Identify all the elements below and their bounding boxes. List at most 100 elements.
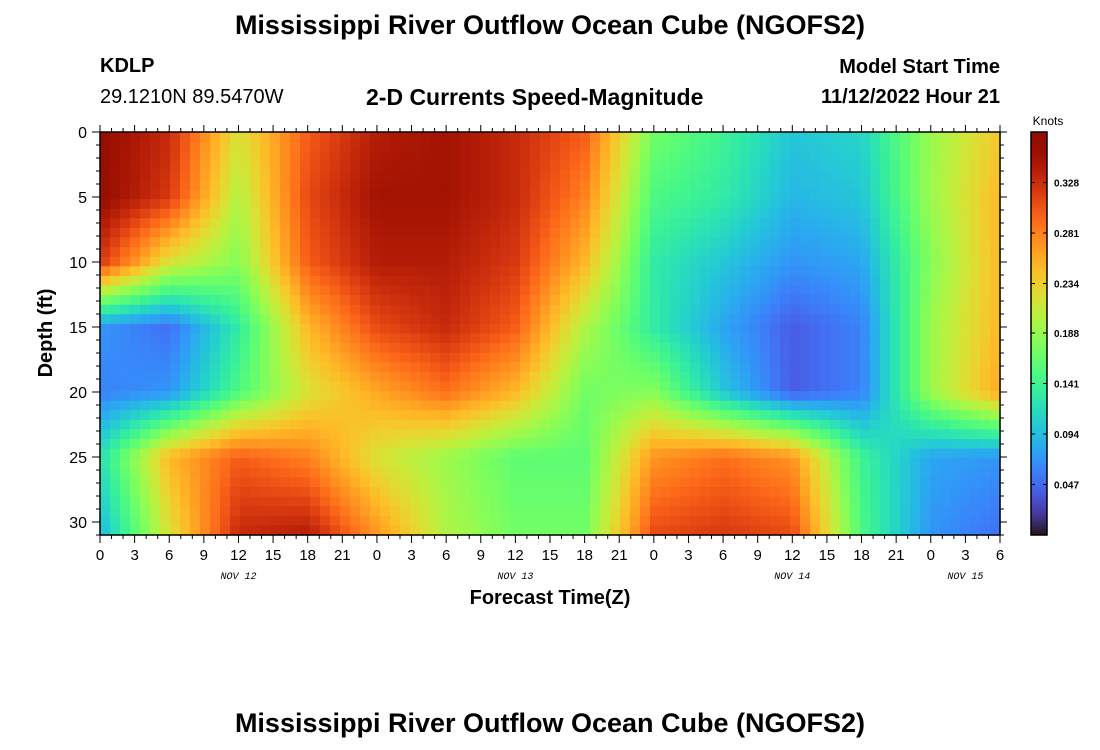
heatmap-cell xyxy=(990,448,1001,459)
heatmap-cell xyxy=(400,343,411,354)
heatmap-cell xyxy=(580,352,591,363)
heatmap-cell xyxy=(110,381,121,392)
heatmap-cell xyxy=(210,343,221,354)
heatmap-cell xyxy=(700,314,711,325)
heatmap-cell xyxy=(740,323,751,335)
heatmap-cell xyxy=(420,362,431,373)
heatmap-cell xyxy=(240,247,251,258)
heatmap-cell xyxy=(120,487,131,498)
heatmap-cell xyxy=(470,151,481,162)
heatmap-cell xyxy=(570,333,581,344)
heatmap-cell xyxy=(940,285,951,296)
heatmap-cell xyxy=(720,189,731,200)
heatmap-cell xyxy=(290,419,301,431)
heatmap-cell xyxy=(820,170,831,181)
heatmap-cell xyxy=(940,275,951,287)
heatmap-cell xyxy=(410,467,421,479)
heatmap-cell xyxy=(840,352,851,363)
heatmap-cell xyxy=(480,410,491,421)
heatmap-cell xyxy=(510,266,521,277)
heatmap-cell xyxy=(510,515,521,527)
heatmap-cell xyxy=(820,391,831,402)
heatmap-cell xyxy=(710,170,721,181)
heatmap-cell xyxy=(480,467,491,479)
heatmap-cell xyxy=(490,285,501,296)
heatmap-cell xyxy=(720,439,731,450)
heatmap-cell xyxy=(600,227,611,239)
heatmap-cell xyxy=(570,304,581,315)
heatmap-cell xyxy=(600,285,611,296)
heatmap-cell xyxy=(650,227,661,239)
heatmap-cell xyxy=(300,515,311,527)
heatmap-cell xyxy=(570,189,581,200)
heatmap-cell xyxy=(400,227,411,239)
heatmap-cell xyxy=(900,439,911,450)
heatmap-cell xyxy=(940,419,951,431)
heatmap-cell xyxy=(860,314,871,325)
heatmap-cell xyxy=(970,448,981,459)
heatmap-cell xyxy=(960,132,971,143)
heatmap-cell xyxy=(450,333,461,344)
heatmap-cell xyxy=(450,218,461,229)
heatmap-cell xyxy=(820,314,831,325)
heatmap-cell xyxy=(590,218,601,229)
heatmap-cell xyxy=(240,304,251,315)
heatmap-cell xyxy=(210,160,221,171)
heatmap-cell xyxy=(630,429,641,440)
heatmap-cell xyxy=(690,285,701,296)
heatmap-cell xyxy=(160,141,171,152)
heatmap-cell xyxy=(230,515,241,527)
heatmap-cell xyxy=(760,391,771,402)
heatmap-cell xyxy=(850,448,861,459)
heatmap-cell xyxy=(210,170,221,181)
heatmap-cell xyxy=(440,496,451,507)
heatmap-cell xyxy=(970,362,981,373)
heatmap-cell xyxy=(540,419,551,431)
heatmap-cell xyxy=(470,391,481,402)
heatmap-cell xyxy=(290,487,301,498)
heatmap-cell xyxy=(800,132,811,143)
heatmap-cell xyxy=(800,247,811,258)
heatmap-cell xyxy=(610,477,621,488)
heatmap-cell xyxy=(990,371,1001,383)
heatmap-cell xyxy=(790,419,801,431)
heatmap-cell xyxy=(190,199,201,210)
heatmap-cell xyxy=(510,314,521,325)
heatmap-cell xyxy=(840,467,851,479)
heatmap-cell xyxy=(760,256,771,267)
heatmap-cell xyxy=(280,247,291,258)
heatmap-cell xyxy=(310,429,321,440)
heatmap-cell xyxy=(920,256,931,267)
heatmap-cell xyxy=(800,256,811,267)
heatmap-cell xyxy=(400,352,411,363)
heatmap-cell xyxy=(670,256,681,267)
heatmap-cell xyxy=(200,218,211,229)
heatmap-cell xyxy=(610,458,621,469)
heatmap-cell xyxy=(800,362,811,373)
heatmap-cell xyxy=(150,496,161,507)
heatmap-cell xyxy=(270,343,281,354)
heatmap-cell xyxy=(370,458,381,469)
heatmap-cell xyxy=(190,343,201,354)
heatmap-cell xyxy=(340,515,351,527)
heatmap-cell xyxy=(600,371,611,383)
heatmap-cell xyxy=(840,419,851,431)
heatmap-cell xyxy=(450,132,461,143)
heatmap-cell xyxy=(780,227,791,239)
heatmap-cell xyxy=(760,458,771,469)
heatmap-cell xyxy=(360,467,371,479)
heatmap-cell xyxy=(830,218,841,229)
heatmap-cell xyxy=(800,391,811,402)
heatmap-cell xyxy=(770,189,781,200)
heatmap-cell xyxy=(460,218,471,229)
heatmap-cell xyxy=(520,429,531,440)
heatmap-cell xyxy=(550,419,561,431)
heatmap-cell xyxy=(110,362,121,373)
heatmap-cell xyxy=(150,487,161,498)
heatmap-cell xyxy=(390,439,401,450)
heatmap-cell xyxy=(930,237,941,248)
heatmap-cell xyxy=(540,525,551,536)
heatmap-cell xyxy=(470,237,481,248)
heatmap-cell xyxy=(750,371,761,383)
